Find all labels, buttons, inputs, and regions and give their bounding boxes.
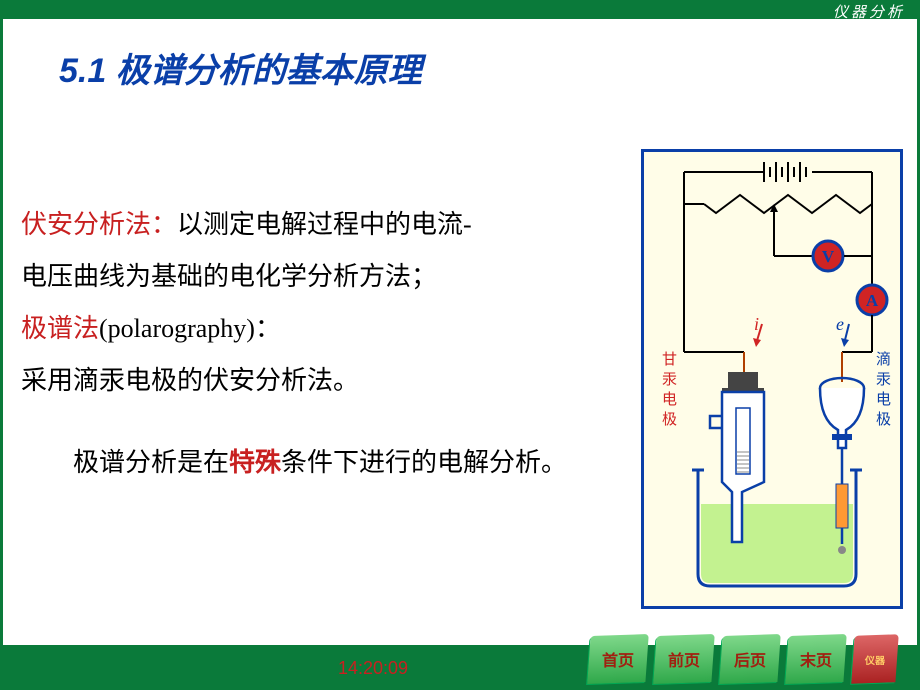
nav-prev[interactable]: 前页 <box>653 634 715 684</box>
line-1: 伏安分析法：以测定电解过程中的电流- <box>21 199 621 251</box>
bottom-bar: 14:20:09 首页 前页 后页 末页 仪器 <box>3 645 917 687</box>
page-title: 5.1 极谱分析的基本原理 <box>3 19 917 92</box>
nav-first[interactable]: 首页 <box>587 634 649 684</box>
svg-text:甘: 甘 <box>662 351 677 368</box>
timestamp: 14:20:09 <box>338 658 408 679</box>
sub2-paren: (polarography)： <box>99 314 281 343</box>
paragraph-2: 极谱分析是在特殊条件下进行的电解分析。 <box>21 437 621 489</box>
svg-text:i: i <box>754 314 759 334</box>
slide: 仪器分析 5.1 极谱分析的基本原理 伏安分析法：以测定电解过程中的电流- 电压… <box>0 0 920 690</box>
sub2-text: 采用滴汞电极的伏安分析法。 <box>21 355 621 407</box>
nav-next[interactable]: 后页 <box>719 634 781 684</box>
svg-text:A: A <box>866 291 879 310</box>
sub1-label: 伏安分析法： <box>21 210 177 239</box>
brand-text: 仪器分析 <box>833 1 905 22</box>
top-bar: 仪器分析 <box>3 3 917 19</box>
nav-next-label: 后页 <box>734 647 766 671</box>
line-3: 极谱法(polarography)： <box>21 303 621 355</box>
sub2-label: 极谱法 <box>21 314 99 343</box>
nav-logo[interactable]: 仪器 <box>851 634 899 684</box>
svg-text:电: 电 <box>876 391 891 408</box>
svg-text:极: 极 <box>876 411 891 428</box>
nav-logo-label: 仪器 <box>865 652 885 667</box>
para2-a: 极谱分析是在 <box>73 448 229 477</box>
para2-b: 条件下进行的电解分析。 <box>281 448 567 477</box>
nav-last[interactable]: 末页 <box>785 634 847 684</box>
svg-text:V: V <box>822 247 835 266</box>
svg-text:极: 极 <box>662 411 677 428</box>
circuit-svg: VAei甘汞电极滴汞电极 <box>644 152 906 612</box>
nav-prev-label: 前页 <box>668 647 700 671</box>
svg-text:电: 电 <box>662 391 677 408</box>
svg-text:e: e <box>836 314 844 334</box>
nav-first-label: 首页 <box>602 647 634 671</box>
circuit-diagram: VAei甘汞电极滴汞电极 <box>641 149 903 609</box>
nav-buttons: 首页 前页 后页 末页 仪器 <box>589 635 897 683</box>
svg-text:汞: 汞 <box>876 372 891 388</box>
svg-text:汞: 汞 <box>662 372 677 388</box>
sub1-text-a: 以测定电解过程中的电流- <box>177 210 472 239</box>
content-block: 伏安分析法：以测定电解过程中的电流- 电压曲线为基础的电化学分析方法； 极谱法(… <box>21 199 621 489</box>
sub1-text-b: 电压曲线为基础的电化学分析方法； <box>21 251 621 303</box>
nav-last-label: 末页 <box>800 647 832 671</box>
para2-em: 特殊 <box>229 448 281 477</box>
svg-text:滴: 滴 <box>876 350 891 368</box>
